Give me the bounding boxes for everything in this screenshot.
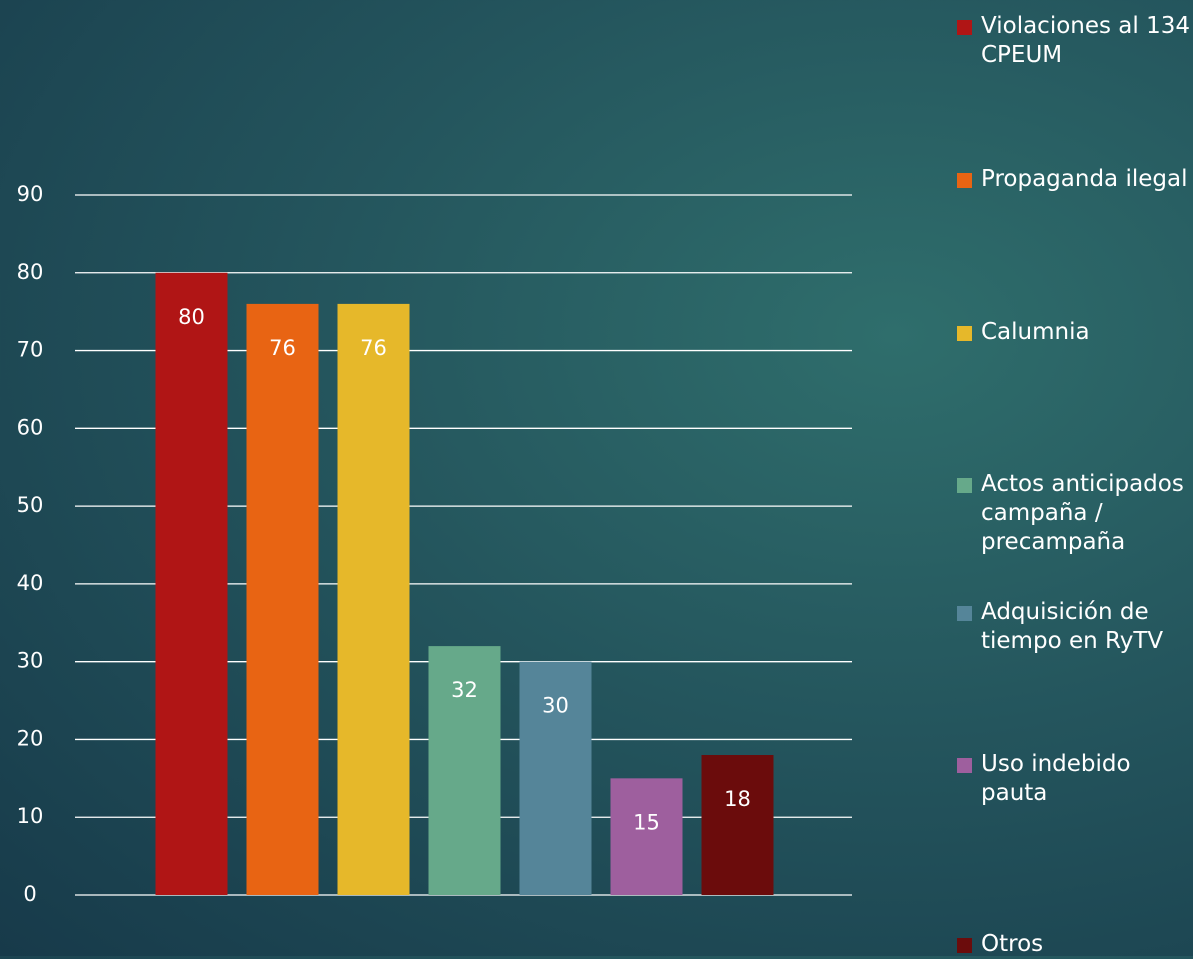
data-label: 18 [724,787,751,811]
legend-swatch [957,758,972,773]
y-tick-label: 0 [23,882,36,906]
legend-label: Actos anticipados campaña / precampaña [981,471,1184,555]
y-tick-label: 90 [17,182,44,206]
legend-item: Adquisición de tiempo en RyTV [955,598,1191,656]
bar [610,778,683,895]
legend-label: Adquisición de tiempo en RyTV [981,599,1164,654]
data-label: 30 [542,694,569,718]
data-label: 80 [178,305,205,329]
legend-item: Actos anticipados campaña / precampaña [955,470,1191,557]
bar [155,272,228,895]
y-tick-label: 10 [17,804,44,828]
y-tick-label: 80 [17,260,44,284]
legend-item: Violaciones al 134 CPEUM [955,12,1191,70]
legend-label: Uso indebido pauta [981,751,1131,806]
y-tick-label: 70 [17,338,44,362]
legend-label: Otros [981,931,1044,957]
data-label: 15 [633,810,660,834]
data-label: 76 [269,336,296,360]
legend-swatch [957,606,972,621]
legend-swatch [957,326,972,341]
y-tick-label: 30 [17,649,44,673]
bar [701,755,774,895]
legend-swatch [957,938,972,953]
y-tick-label: 60 [17,415,44,439]
y-tick-label: 50 [17,493,44,517]
legend-label: Violaciones al 134 CPEUM [981,13,1190,68]
bar [428,646,501,895]
legend-swatch [957,478,972,493]
y-tick-label: 20 [17,726,44,750]
bar [519,661,592,895]
legend-swatch [957,173,972,188]
data-label: 76 [360,336,387,360]
legend-item: Uso indebido pauta [955,750,1191,808]
legend-item: Otros [955,930,1191,959]
legend-label: Calumnia [981,319,1090,345]
legend-label: Propaganda ilegal [981,166,1188,192]
legend-swatch [957,20,972,35]
bar [337,303,410,895]
bar [246,303,319,895]
y-tick-label: 40 [17,571,44,595]
data-label: 32 [451,678,478,702]
legend-item: Calumnia [955,318,1191,347]
legend-item: Propaganda ilegal [955,165,1191,194]
